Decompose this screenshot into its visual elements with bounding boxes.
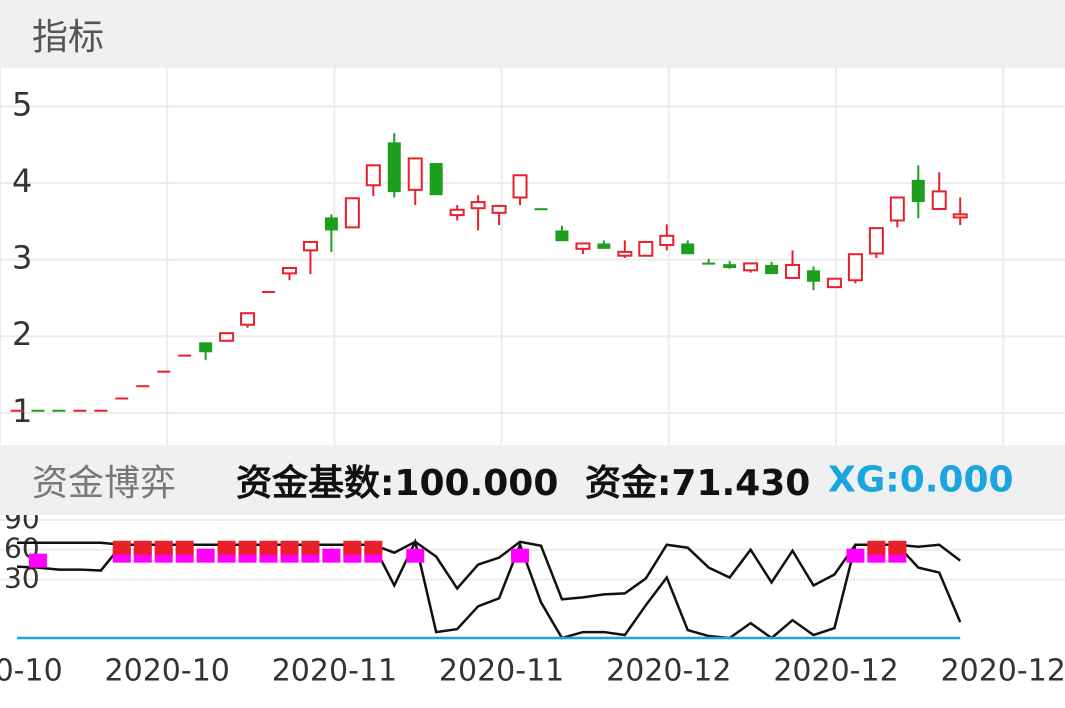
candle-body xyxy=(555,230,569,242)
candle-body xyxy=(806,270,820,282)
candle-body xyxy=(575,242,591,250)
candle-body xyxy=(429,163,443,196)
candle-body xyxy=(491,204,507,214)
candle-body xyxy=(94,409,108,412)
signal-marker xyxy=(364,540,383,555)
candle-body xyxy=(743,262,759,272)
candle-body xyxy=(10,409,24,412)
header-bar: 指标 xyxy=(0,0,1065,68)
candle-body xyxy=(681,243,695,255)
x-tick-label: 2020-12 xyxy=(606,654,731,689)
candle-body xyxy=(512,174,528,199)
candle-body xyxy=(702,262,716,265)
signal-marker xyxy=(217,540,236,555)
indicator-title: 资金博弈 xyxy=(32,463,177,504)
signal-marker xyxy=(511,548,530,563)
signal-marker xyxy=(888,540,907,555)
candle-body xyxy=(723,264,737,268)
candle-body xyxy=(199,342,213,353)
candle-body xyxy=(136,385,150,388)
indicator-line xyxy=(16,538,962,640)
candle-body xyxy=(52,409,66,412)
x-axis: 2020-10 2020-10 2020-11 2020-11 2020-12 2020-… xyxy=(0,654,1065,689)
candle-body xyxy=(765,264,779,275)
candle-body xyxy=(178,354,192,357)
candle-body xyxy=(115,397,129,400)
indicator-header: 资金博弈 资金基数:100.000 资金:71.430 XG:0.000 xyxy=(0,445,1065,515)
indicator-value: 资金基数:100.000 xyxy=(236,463,559,504)
y-tick-label: 4 xyxy=(12,162,32,200)
y-tick-label: 5 xyxy=(12,85,32,123)
signal-marker xyxy=(259,540,278,555)
signal-marker xyxy=(133,540,152,555)
signal-marker xyxy=(196,548,215,563)
candle-body xyxy=(219,332,235,342)
signal-marker xyxy=(154,540,173,555)
signal-marker xyxy=(322,548,341,563)
signal-marker xyxy=(112,540,131,555)
candle-body xyxy=(826,277,842,289)
candle-body xyxy=(911,179,925,203)
candle-body xyxy=(365,164,381,187)
header-title: 指标 xyxy=(32,17,105,58)
signal-marker xyxy=(238,540,257,555)
x-tick-label: 2020-12 xyxy=(773,654,898,689)
candle-body xyxy=(952,213,968,219)
candle-body xyxy=(302,240,318,252)
x-tick-label: 2020-12 xyxy=(941,654,1065,689)
x-tick-label: 2020-11 xyxy=(272,654,397,689)
x-tick-label: 2020-10 xyxy=(0,654,63,689)
candle-body xyxy=(785,263,801,279)
indicator-value: XG:0.000 xyxy=(828,459,1014,501)
candle-body xyxy=(534,208,548,211)
candle-body xyxy=(73,409,87,412)
candle-body xyxy=(281,266,297,275)
signal-marker xyxy=(867,540,886,555)
signal-marker xyxy=(301,540,320,555)
candle-body xyxy=(449,208,465,217)
candle-body xyxy=(931,190,947,210)
candle-body xyxy=(597,243,611,249)
candle-body xyxy=(659,234,675,247)
candle-body xyxy=(617,250,633,257)
candle-body xyxy=(324,217,338,231)
y-tick-label: 2 xyxy=(12,315,32,353)
signal-marker xyxy=(343,540,362,555)
x-tick-label: 2020-10 xyxy=(105,654,230,689)
candle-body xyxy=(868,227,884,255)
candle-body xyxy=(638,240,654,257)
candle-body xyxy=(470,201,486,210)
candle-body xyxy=(344,197,360,229)
x-tick-label: 2020-11 xyxy=(439,654,564,689)
signal-marker xyxy=(846,548,865,563)
signal-marker xyxy=(175,540,194,555)
candle-body xyxy=(889,196,905,222)
y-tick-label: 3 xyxy=(12,239,32,277)
candle-body xyxy=(31,409,45,412)
signal-marker xyxy=(28,553,47,568)
signal-marker xyxy=(280,540,299,555)
candle-body xyxy=(387,142,401,193)
signal-marker xyxy=(406,548,425,563)
candle-body xyxy=(847,253,863,282)
y-tick-label: 90 xyxy=(4,515,40,535)
candle-body xyxy=(240,312,256,326)
indicator-value: 资金:71.430 xyxy=(585,463,811,504)
candle-body xyxy=(262,290,276,293)
candle-body xyxy=(407,157,423,191)
candle-body xyxy=(157,370,171,373)
